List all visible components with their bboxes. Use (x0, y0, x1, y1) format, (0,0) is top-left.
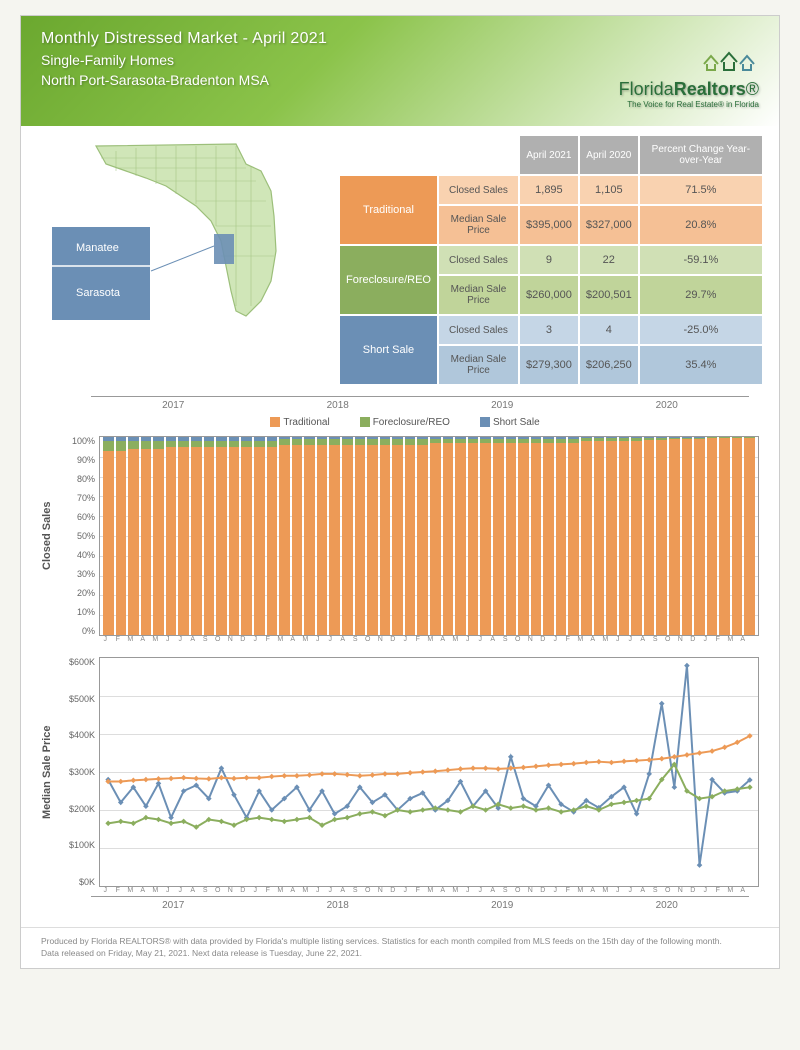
data-cell: 20.8% (639, 205, 763, 245)
legend-item: Traditional (260, 417, 329, 428)
data-cell: 1,895 (519, 175, 579, 205)
metric-label: Closed Sales (438, 245, 519, 275)
month-axis: JFMAMJJASONDJFMAMJJASONDJFMAMJJASONDJFMA… (99, 887, 749, 894)
col-header: April 2020 (579, 135, 639, 175)
data-cell: $206,250 (579, 345, 639, 385)
category-cell: Foreclosure/REO (339, 245, 438, 315)
summary-table: April 2021 April 2020 Percent Change Yea… (338, 134, 764, 386)
logo-tagline: The Voice for Real Estate® in Florida (619, 100, 759, 109)
report-page: Monthly Distressed Market - April 2021 S… (20, 15, 780, 969)
line-plot-area (99, 657, 759, 887)
charts-section: 2017201820192020 Traditional Foreclosure/… (21, 386, 779, 921)
y-axis-label: Closed Sales (41, 436, 59, 636)
logo-houses-icon (619, 46, 759, 79)
data-cell: $200,501 (579, 275, 639, 315)
data-cell: 4 (579, 315, 639, 345)
bar-plot-area (99, 436, 759, 636)
logo: FloridaRealtors® The Voice for Real Esta… (619, 46, 759, 109)
top-row: Manatee Sarasota April 2021 April 2020 P… (21, 126, 779, 386)
footer-line: Produced by Florida REALTORS® with data … (41, 936, 759, 948)
footer-line: Data released on Friday, May 21, 2021. N… (41, 948, 759, 960)
legend-item: Foreclosure/REO (350, 417, 450, 428)
year-axis-top: 2017201820192020 (91, 396, 749, 411)
map-label-sarasota: Sarasota (76, 287, 121, 299)
month-axis: JFMAMJJASONDJFMAMJJASONDJFMAMJJASONDJFMA… (99, 636, 749, 643)
data-cell: $260,000 (519, 275, 579, 315)
metric-label: Median Sale Price (438, 275, 519, 315)
data-cell: 35.4% (639, 345, 763, 385)
col-header: Percent Change Year-over-Year (639, 135, 763, 175)
y-ticks: 100%90%80%70%60%50%40%30%20%10%0% (59, 436, 99, 636)
chart-legend: Traditional Foreclosure/REO Short Sale (41, 417, 759, 428)
category-cell: Traditional (339, 175, 438, 245)
data-cell: -25.0% (639, 315, 763, 345)
metric-label: Median Sale Price (438, 205, 519, 245)
data-cell: 71.5% (639, 175, 763, 205)
footer: Produced by Florida REALTORS® with data … (21, 927, 779, 968)
data-cell: 9 (519, 245, 579, 275)
category-cell: Short Sale (339, 315, 438, 385)
data-cell: $395,000 (519, 205, 579, 245)
median-price-chart: Median Sale Price $600K$500K$400K$300K$2… (41, 657, 759, 911)
col-header: April 2021 (519, 135, 579, 175)
data-cell: 1,105 (579, 175, 639, 205)
metric-label: Median Sale Price (438, 345, 519, 385)
florida-map: Manatee Sarasota (36, 116, 326, 336)
metric-label: Closed Sales (438, 175, 519, 205)
header: Monthly Distressed Market - April 2021 S… (21, 16, 779, 126)
legend-item: Short Sale (470, 417, 540, 428)
data-cell: 22 (579, 245, 639, 275)
data-cell: 29.7% (639, 275, 763, 315)
y-ticks: $600K$500K$400K$300K$200K$100K$0K (59, 657, 99, 887)
closed-sales-chart: Closed Sales 100%90%80%70%60%50%40%30%20… (41, 436, 759, 643)
data-cell: $327,000 (579, 205, 639, 245)
metric-label: Closed Sales (438, 315, 519, 345)
year-axis-bottom: 2017201820192020 (91, 896, 749, 911)
map-label-manatee: Manatee (76, 242, 119, 254)
y-axis-label: Median Sale Price (41, 657, 59, 887)
logo-text: FloridaRealtors® (619, 79, 759, 100)
data-cell: 3 (519, 315, 579, 345)
data-cell: $279,300 (519, 345, 579, 385)
data-cell: -59.1% (639, 245, 763, 275)
